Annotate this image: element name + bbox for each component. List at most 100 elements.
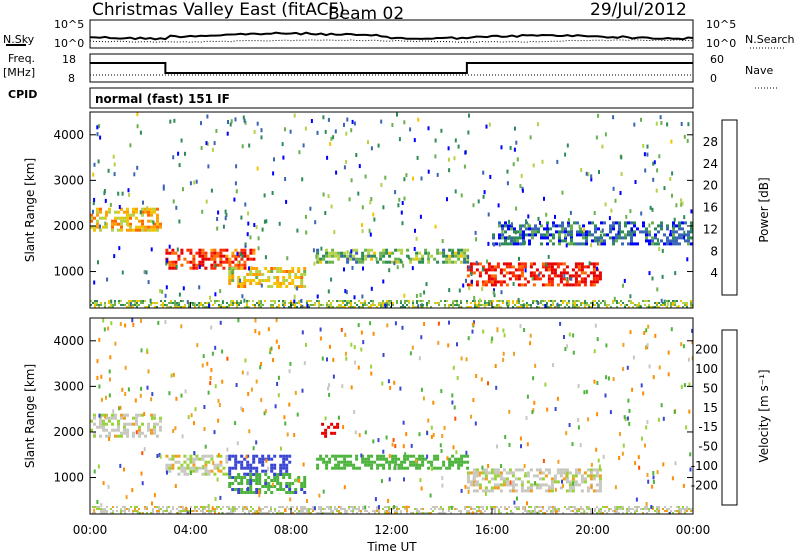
noise-top-tick-left: 10^5 — [54, 18, 84, 31]
power-cell — [313, 261, 316, 266]
power-cell — [468, 113, 470, 118]
power-cell — [178, 163, 181, 168]
power-cell — [463, 254, 467, 258]
velocity-cell — [362, 340, 365, 345]
velocity-cell — [202, 506, 204, 508]
power-cell — [403, 293, 406, 298]
velocity-cell — [400, 460, 404, 464]
power-cell — [525, 227, 528, 231]
velocity-cell — [226, 356, 229, 361]
velocity-cell — [607, 376, 610, 381]
power-cell — [552, 302, 554, 304]
power-cell — [102, 225, 105, 229]
power-cell — [285, 285, 289, 288]
velocity-cell — [328, 457, 332, 461]
velocity-cell — [475, 474, 479, 478]
velocity-cell — [192, 457, 196, 461]
power-cell — [687, 230, 690, 234]
velocity-cell — [254, 318, 257, 323]
power-cell — [352, 257, 356, 261]
power-cell — [609, 236, 612, 240]
velocity-cell — [260, 512, 262, 514]
velocity-cell — [305, 342, 307, 347]
velocity-cell — [168, 463, 172, 467]
velocity-cell — [141, 481, 144, 486]
velocity-cell — [586, 508, 588, 510]
power-cell — [562, 302, 564, 304]
velocity-cell — [520, 483, 524, 487]
power-cell — [454, 189, 457, 194]
velocity-cell — [606, 506, 608, 508]
velocity-cell — [111, 413, 114, 417]
power-cell — [162, 184, 165, 189]
velocity-cell — [580, 506, 582, 508]
power-cell — [249, 251, 253, 255]
velocity-cell — [550, 486, 554, 490]
power-cell — [260, 300, 262, 302]
velocity-cell — [102, 512, 104, 514]
velocity-cell — [518, 506, 520, 508]
velocity-cell — [493, 474, 497, 478]
power-cell — [656, 304, 658, 306]
velocity-cell — [321, 422, 325, 426]
velocity-cell — [126, 422, 129, 426]
velocity-cell — [219, 320, 222, 325]
power-cell — [374, 304, 376, 306]
velocity-cell — [144, 508, 146, 510]
velocity-cell — [598, 489, 602, 493]
power-cell — [540, 233, 543, 237]
velocity-cell — [426, 431, 429, 436]
power-cell — [606, 233, 609, 237]
velocity-cell — [418, 466, 422, 470]
velocity-cell — [246, 466, 250, 470]
power-cell — [114, 222, 117, 226]
velocity-cell — [364, 457, 368, 461]
velocity-cell — [302, 512, 304, 514]
velocity-cell — [499, 489, 503, 493]
velocity-cell — [460, 356, 463, 361]
velocity-cell — [382, 353, 385, 357]
velocity-cell — [340, 466, 344, 470]
velocity-cell — [382, 508, 384, 510]
power-cell — [690, 230, 693, 234]
power-cell — [532, 271, 536, 275]
velocity-cell — [240, 463, 244, 467]
velocity-cell — [252, 460, 256, 464]
velocity-cell — [194, 510, 196, 512]
power-cell — [499, 268, 503, 272]
power-cell — [141, 210, 144, 214]
power-cell — [382, 254, 386, 258]
velocity-cell — [322, 512, 324, 514]
power-cell — [195, 263, 199, 267]
power-cell — [442, 251, 446, 255]
velocity-cell — [514, 477, 518, 481]
velocity-cell — [522, 506, 524, 508]
velocity-cell — [469, 471, 473, 475]
power-cell — [136, 300, 138, 302]
velocity-cell — [505, 480, 509, 484]
velocity-cell — [302, 462, 305, 467]
velocity-cell — [150, 397, 153, 402]
velocity-cell — [460, 454, 464, 458]
power-cell — [499, 283, 503, 287]
power-cell — [460, 248, 464, 252]
power-cell — [478, 306, 480, 308]
power-cell — [550, 265, 554, 269]
velocity-cell — [180, 506, 182, 508]
power-cell — [547, 268, 551, 272]
power-cell — [127, 222, 130, 227]
power-cell — [214, 263, 217, 268]
velocity-cell — [592, 474, 596, 478]
velocity-cell — [430, 463, 434, 467]
velocity-cell — [260, 398, 263, 402]
velocity-cell — [690, 508, 692, 510]
power-cell — [255, 267, 259, 270]
power-cell — [300, 306, 302, 308]
velocity-cell — [211, 506, 214, 511]
velocity-cell — [151, 392, 154, 397]
power-cell — [211, 147, 214, 152]
power-cell — [580, 280, 584, 284]
velocity-cell — [514, 506, 516, 508]
velocity-cell — [140, 471, 143, 476]
power-cell — [507, 236, 510, 241]
